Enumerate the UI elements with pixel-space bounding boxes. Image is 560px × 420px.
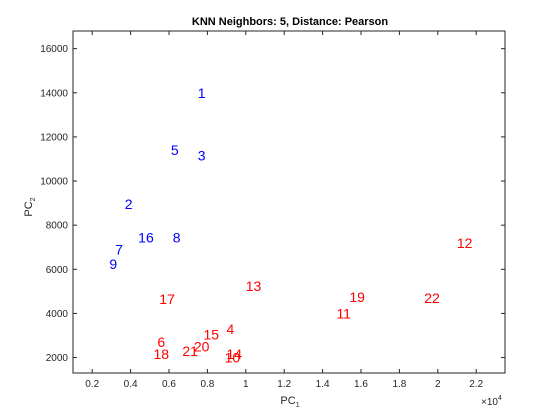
x-tick-label: 2.2 bbox=[469, 379, 483, 390]
x-tick-label: 1.2 bbox=[277, 379, 291, 390]
y-tick-label: 8000 bbox=[46, 221, 69, 232]
data-point-label: 13 bbox=[246, 278, 262, 294]
data-point-label: 19 bbox=[349, 289, 365, 305]
x-tick-label: 1.8 bbox=[392, 379, 406, 390]
data-point-label: 17 bbox=[159, 291, 175, 307]
x-axis-label: PC bbox=[280, 395, 295, 407]
data-point-label: 9 bbox=[109, 256, 117, 272]
x-tick-label: 2 bbox=[435, 379, 441, 390]
x-tick-label: 1 bbox=[243, 379, 249, 390]
data-point-label: 10 bbox=[225, 350, 241, 366]
x-tick-label: 0.6 bbox=[162, 379, 176, 390]
data-point-label: 6 bbox=[157, 334, 165, 350]
data-point-label: 18 bbox=[154, 346, 170, 362]
x-axis-label-subscript: 1 bbox=[296, 402, 300, 409]
data-point-label: 12 bbox=[457, 235, 473, 251]
y-tick-label: 4000 bbox=[46, 309, 69, 320]
chart-title: KNN Neighbors: 5, Distance: Pearson bbox=[192, 16, 388, 28]
data-point-label: 4 bbox=[227, 321, 235, 337]
svg-text:×104: ×104 bbox=[481, 395, 502, 408]
data-point-label: 22 bbox=[424, 290, 440, 306]
y-axis-title: PC2 bbox=[23, 197, 37, 216]
data-point-label: 2 bbox=[125, 196, 133, 212]
axes-box bbox=[72, 30, 506, 374]
data-point-label: 15 bbox=[203, 326, 219, 342]
data-point-label: 14 bbox=[226, 346, 242, 362]
x-tick-label: 0.4 bbox=[124, 379, 138, 390]
x-tick-label: 1.6 bbox=[354, 379, 368, 390]
data-point-label: 8 bbox=[173, 229, 181, 245]
y-axis-label-subscript: 2 bbox=[30, 197, 37, 201]
y-axis-label: PC bbox=[23, 201, 35, 216]
x-tick-label: 0.2 bbox=[85, 379, 99, 390]
y-tick-label: 16000 bbox=[40, 44, 68, 55]
data-point-label: 21 bbox=[182, 343, 198, 359]
plot-area: 0.2 0.4 0.6 0.8 1 1.2 1.4 1.6 1.8 2 2.2 2000 4000 600… bbox=[40, 30, 506, 390]
data-point-label: 20 bbox=[194, 339, 210, 355]
data-point-label: 7 bbox=[115, 241, 123, 257]
x-multiplier-base: ×10 bbox=[481, 397, 498, 408]
svg-text:PC2: PC2 bbox=[23, 197, 37, 216]
x-axis-multiplier: ×104 bbox=[481, 395, 502, 408]
data-point-label: 1 bbox=[198, 85, 206, 101]
svg-text:PC1: PC1 bbox=[280, 395, 299, 409]
y-tick-label: 10000 bbox=[40, 177, 68, 188]
y-tick-label: 14000 bbox=[40, 88, 68, 99]
y-tick-label: 12000 bbox=[40, 132, 68, 143]
y-tick-label: 2000 bbox=[46, 353, 69, 364]
x-axis-title: PC1 bbox=[280, 395, 299, 409]
data-point-label: 16 bbox=[138, 229, 154, 245]
y-tick-label: 6000 bbox=[46, 265, 69, 276]
x-tick-label: 1.4 bbox=[316, 379, 330, 390]
data-point-label: 5 bbox=[171, 142, 179, 158]
x-tick-label: 0.8 bbox=[200, 379, 214, 390]
data-point-label: 11 bbox=[336, 305, 351, 321]
x-multiplier-exponent: 4 bbox=[498, 395, 502, 402]
data-point-label: 3 bbox=[198, 148, 206, 164]
